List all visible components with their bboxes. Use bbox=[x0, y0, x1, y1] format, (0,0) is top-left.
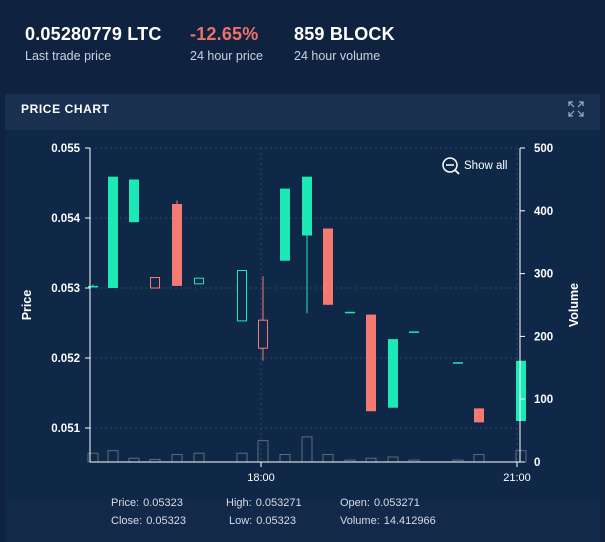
last-trade-value: 0.05280779 LTC bbox=[25, 24, 162, 44]
volume-bar bbox=[301, 436, 313, 463]
volume-value: 859 BLOCK bbox=[294, 24, 395, 44]
candle[interactable] bbox=[323, 228, 333, 305]
candle-body bbox=[237, 270, 247, 322]
candle-body bbox=[345, 311, 355, 314]
volume-bar bbox=[365, 457, 377, 463]
candle-body bbox=[516, 360, 526, 421]
y-right-tick-label: 200 bbox=[534, 331, 553, 343]
volume-bar bbox=[257, 440, 269, 463]
chart-area[interactable]: 0.055 0.054 0.053 0.052 0.051 18:00 21:00 500 40… bbox=[5, 130, 600, 502]
volume-label: 24 hour volume bbox=[294, 49, 381, 63]
candle-body bbox=[150, 277, 160, 289]
volume-bar bbox=[515, 450, 527, 463]
candle-body bbox=[129, 179, 139, 223]
y-right-axis-title: Volume bbox=[567, 283, 581, 327]
candle[interactable] bbox=[237, 270, 247, 322]
panel-title: PRICE CHART bbox=[21, 102, 110, 116]
expand-arrows-icon[interactable] bbox=[568, 101, 584, 117]
candle[interactable] bbox=[150, 277, 160, 289]
candle[interactable] bbox=[280, 188, 290, 261]
volume-bar bbox=[279, 453, 291, 463]
candle[interactable] bbox=[388, 339, 398, 408]
candle-body bbox=[88, 285, 98, 288]
candle-body bbox=[280, 188, 290, 261]
y-right-tick-label: 400 bbox=[534, 206, 553, 218]
candle-body bbox=[194, 277, 204, 285]
volume-bar bbox=[107, 450, 119, 463]
candle[interactable] bbox=[258, 276, 268, 361]
candle-body bbox=[323, 228, 333, 305]
y-left-tick-label: 0.053 bbox=[51, 283, 80, 295]
volume-bars bbox=[87, 436, 527, 463]
last-trade-label: Last trade price bbox=[25, 49, 112, 63]
candle[interactable] bbox=[194, 277, 204, 285]
volume-bar bbox=[193, 452, 205, 463]
volume-stat: 859 BLOCK 24 hour volume bbox=[294, 24, 395, 63]
candle-body bbox=[366, 314, 376, 412]
candle[interactable] bbox=[366, 314, 376, 412]
volume-bar bbox=[322, 453, 334, 463]
x-tick-label: 18:00 bbox=[247, 472, 275, 484]
candle-body bbox=[258, 319, 268, 349]
stats-bar: 0.05280779 LTC Last trade price -12.65% … bbox=[0, 0, 605, 90]
candle[interactable] bbox=[129, 179, 139, 223]
x-tick-label: 21:00 bbox=[503, 472, 531, 484]
volume-bar bbox=[387, 456, 399, 463]
zoom-out-icon bbox=[442, 157, 458, 173]
price-change-value: -12.65% bbox=[190, 24, 259, 44]
candle[interactable] bbox=[172, 200, 182, 286]
candle[interactable] bbox=[345, 311, 355, 314]
y-left-tick-label: 0.055 bbox=[51, 143, 80, 155]
volume-bar bbox=[473, 453, 485, 463]
last-trade-stat: 0.05280779 LTC Last trade price bbox=[25, 24, 162, 63]
y-left-tick-label: 0.054 bbox=[51, 213, 80, 225]
candle-body bbox=[409, 331, 419, 333]
volume-bar bbox=[128, 457, 140, 463]
candle-body bbox=[388, 339, 398, 408]
candle-body bbox=[474, 408, 484, 423]
candle-body bbox=[172, 204, 182, 286]
candles[interactable] bbox=[88, 176, 526, 423]
price-change-label: 24 hour price bbox=[190, 49, 263, 63]
y-right-tick-label: 100 bbox=[534, 394, 553, 406]
candle[interactable] bbox=[516, 360, 526, 421]
show-all-label: Show all bbox=[464, 160, 507, 172]
candle[interactable] bbox=[108, 176, 118, 288]
price-change-stat: -12.65% 24 hour price bbox=[190, 24, 263, 63]
zoom-handle bbox=[454, 169, 460, 175]
candle[interactable] bbox=[409, 331, 419, 333]
volume-bar bbox=[236, 452, 248, 463]
candle-body bbox=[108, 176, 118, 288]
candle[interactable] bbox=[88, 284, 98, 288]
candle[interactable] bbox=[474, 408, 484, 423]
y-left-tick-label: 0.051 bbox=[51, 423, 80, 435]
panel-header: PRICE CHART bbox=[5, 94, 600, 130]
show-all-button[interactable]: Show all bbox=[442, 157, 507, 175]
volume-bar bbox=[171, 453, 183, 463]
price-chart-panel: PRICE CHART 0.055 0.054 0.053 0.052 0.051 18:… bbox=[5, 94, 600, 542]
candle[interactable] bbox=[453, 362, 463, 364]
y-right-tick-label: 300 bbox=[534, 269, 553, 281]
y-right-tick-label: 500 bbox=[534, 143, 553, 155]
candle[interactable] bbox=[302, 176, 312, 314]
y-left-tick-label: 0.052 bbox=[51, 353, 80, 365]
y-right-tick-label: 0 bbox=[534, 457, 540, 469]
candle-body bbox=[302, 176, 312, 236]
candle-body bbox=[453, 362, 463, 364]
y-left-axis-title: Price bbox=[20, 290, 34, 321]
axes: 0.055 0.054 0.053 0.052 0.051 18:00 21:00 500 40… bbox=[20, 143, 581, 484]
